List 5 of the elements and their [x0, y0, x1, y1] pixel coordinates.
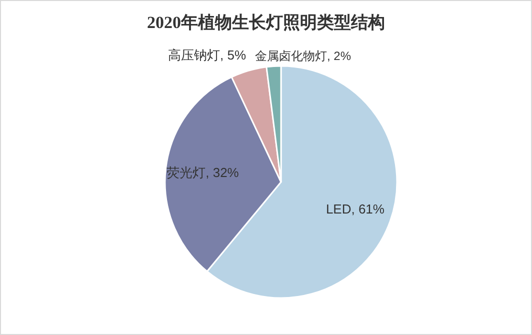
slice-label: LED, 61%	[326, 202, 385, 217]
chart-title: 2020年植物生长灯照明类型结构	[147, 13, 385, 32]
slice-label: 高压钠灯, 5%	[168, 47, 246, 62]
slice-label: 金属卤化物灯, 2%	[254, 49, 352, 63]
slice-label: 荧光灯, 32%	[166, 165, 240, 180]
